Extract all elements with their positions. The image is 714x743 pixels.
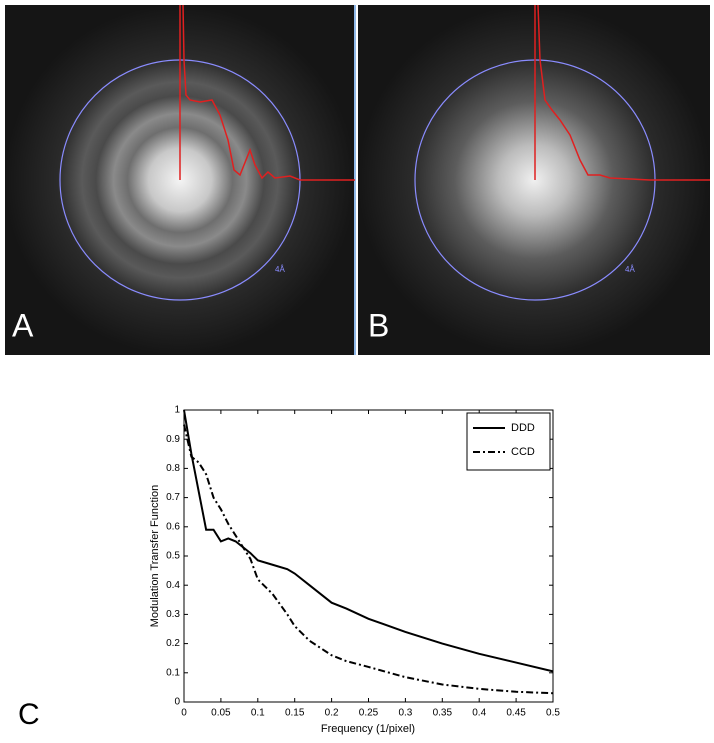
x-tick-label: 0.05	[211, 708, 231, 719]
y-tick-label: 0.1	[166, 667, 180, 678]
y-tick-label: 0.6	[166, 521, 180, 532]
x-tick-label: 0.1	[251, 708, 265, 719]
x-tick-label: 0.15	[285, 708, 305, 719]
legend-label: DDD	[511, 422, 535, 434]
panel-label: A	[12, 307, 34, 343]
x-tick-label: 0.2	[325, 708, 339, 719]
x-tick-label: 0.5	[546, 708, 560, 719]
y-tick-label: 0.5	[166, 551, 180, 562]
legend-label: CCD	[511, 446, 535, 458]
y-tick-label: 1	[174, 405, 180, 416]
series-line	[183, 409, 554, 673]
y-axis-label: Modulation Transfer Function	[149, 485, 161, 627]
y-tick-label: 0	[174, 697, 180, 708]
radial-profile	[537, 4, 710, 181]
radial-profile	[182, 4, 355, 181]
y-tick-label: 0.2	[166, 638, 180, 649]
x-tick-label: 0.3	[398, 708, 412, 719]
x-tick-label: 0.45	[506, 708, 526, 719]
panel-b: 4Å B	[358, 4, 710, 355]
y-tick-label: 0.3	[166, 609, 180, 620]
ring-label: 4Å	[275, 265, 285, 274]
y-tick-label: 0.8	[166, 463, 180, 474]
panel-label: C	[18, 698, 40, 731]
x-tick-label: 0	[181, 708, 187, 719]
y-tick-label: 0.4	[166, 580, 180, 591]
x-tick-label: 0.35	[433, 708, 453, 719]
ring-label: 4Å	[625, 265, 635, 274]
series-line	[183, 424, 554, 695]
x-tick-label: 0.25	[359, 708, 379, 719]
panel-a: 4Å A	[5, 4, 356, 355]
y-tick-label: 0.9	[166, 434, 180, 445]
x-tick-label: 0.4	[472, 708, 486, 719]
x-axis-label: Frequency (1/pixel)	[321, 723, 415, 735]
panel-label: B	[368, 307, 389, 343]
y-tick-label: 0.7	[166, 492, 180, 503]
legend-box	[466, 412, 551, 471]
